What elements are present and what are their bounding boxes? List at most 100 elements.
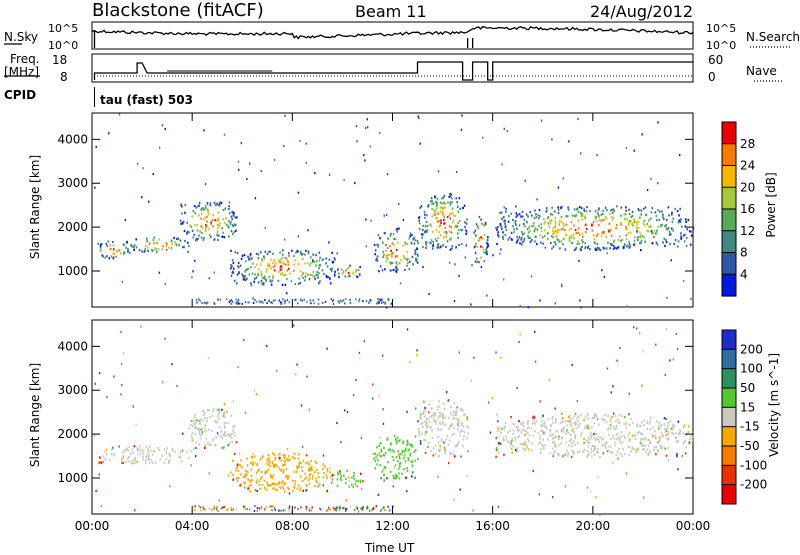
echo-cell — [531, 239, 533, 242]
echo-cell — [591, 416, 594, 419]
echo-cell — [505, 207, 507, 210]
echo-cell — [102, 460, 104, 463]
echo-cell — [536, 228, 539, 231]
echo-cell — [474, 251, 477, 254]
echo-cell — [583, 209, 586, 212]
ground-cell — [362, 508, 364, 511]
echo-cell — [104, 458, 107, 461]
ground-cell — [228, 301, 231, 304]
echo-cell — [425, 230, 427, 233]
echo-cell — [659, 444, 661, 447]
echo-cell — [559, 421, 562, 424]
echo-cell — [199, 434, 202, 437]
echo-cell — [375, 456, 377, 459]
echo-cell — [628, 454, 630, 457]
echo-cell — [577, 231, 579, 234]
noise-cell — [298, 282, 300, 286]
echo-cell — [205, 225, 208, 228]
noise-cell — [274, 158, 276, 161]
echo-cell — [690, 230, 692, 233]
echo-cell — [195, 446, 197, 450]
echo-cell — [199, 230, 201, 233]
echo-cell — [248, 485, 251, 488]
echo-cell — [449, 248, 452, 251]
echo-cell — [627, 434, 629, 437]
noise-cell — [108, 132, 110, 135]
echo-cell — [204, 417, 206, 420]
noise-cell — [625, 472, 628, 475]
velocity-colorbar-segment — [722, 426, 736, 447]
echo-cell — [584, 215, 586, 218]
echo-cell — [575, 214, 578, 217]
ground-cell — [317, 298, 320, 301]
echo-cell — [203, 218, 205, 221]
echo-cell — [126, 240, 128, 243]
echo-cell — [628, 246, 631, 249]
freq-panel-frame — [91, 53, 694, 83]
echo-cell — [230, 220, 232, 224]
noise-cell — [564, 485, 567, 488]
echo-cell — [684, 233, 686, 236]
echo-cell — [527, 448, 530, 451]
echo-cell — [404, 268, 406, 271]
echo-cell — [582, 241, 584, 244]
echo-cell — [284, 283, 287, 286]
echo-cell — [293, 470, 296, 474]
echo-cell — [562, 227, 564, 230]
echo-cell — [133, 445, 136, 448]
echo-cell — [625, 225, 627, 228]
echo-cell — [639, 216, 641, 219]
echo-cell — [540, 230, 543, 233]
echo-cell — [332, 473, 335, 476]
echo-cell — [566, 424, 569, 427]
echo-cell — [657, 441, 659, 444]
echo-cell — [323, 272, 325, 275]
echo-cell — [653, 235, 655, 238]
noise-cell — [385, 306, 388, 309]
echo-cell — [213, 238, 215, 242]
echo-cell — [662, 241, 664, 244]
echo-cell — [171, 447, 174, 450]
echo-cell — [534, 240, 536, 243]
echo-cell — [668, 214, 670, 217]
echo-cell — [278, 480, 281, 483]
echo-cell — [250, 468, 253, 471]
echo-cell — [407, 449, 409, 452]
echo-cell — [526, 446, 528, 449]
echo-cell — [615, 227, 617, 230]
echo-cell — [668, 230, 671, 234]
echo-cell — [658, 439, 661, 443]
echo-cell — [439, 201, 442, 204]
echo-cell — [210, 443, 212, 446]
power-colorbar-tick-label: 4 — [740, 267, 748, 281]
echo-cell — [299, 475, 302, 478]
echo-cell — [510, 212, 513, 215]
echo-cell — [302, 271, 304, 275]
echo-cell — [250, 266, 252, 269]
echo-cell — [483, 234, 486, 237]
echo-cell — [647, 230, 650, 233]
noise-cell — [503, 278, 505, 281]
echo-cell — [251, 456, 254, 459]
velocity-colorbar-tick-label: -100 — [740, 458, 767, 472]
echo-cell — [664, 447, 667, 450]
echo-cell — [314, 485, 316, 488]
echo-cell — [315, 274, 317, 277]
echo-cell — [684, 225, 687, 228]
ground-cell — [236, 302, 238, 305]
echo-cell — [288, 458, 291, 461]
echo-cell — [180, 460, 183, 463]
echo-cell — [123, 449, 125, 452]
echo-cell — [408, 443, 411, 446]
echo-cell — [457, 424, 460, 427]
echo-cell — [106, 244, 108, 248]
ytick-label: 1000 — [57, 471, 88, 485]
echo-cell — [130, 461, 133, 464]
echo-cell — [456, 443, 459, 447]
echo-cell — [223, 446, 225, 449]
noise-cell — [470, 379, 472, 382]
echo-cell — [578, 424, 580, 428]
noise-cell — [312, 259, 314, 262]
echo-cell — [458, 220, 461, 223]
echo-cell — [504, 233, 507, 237]
